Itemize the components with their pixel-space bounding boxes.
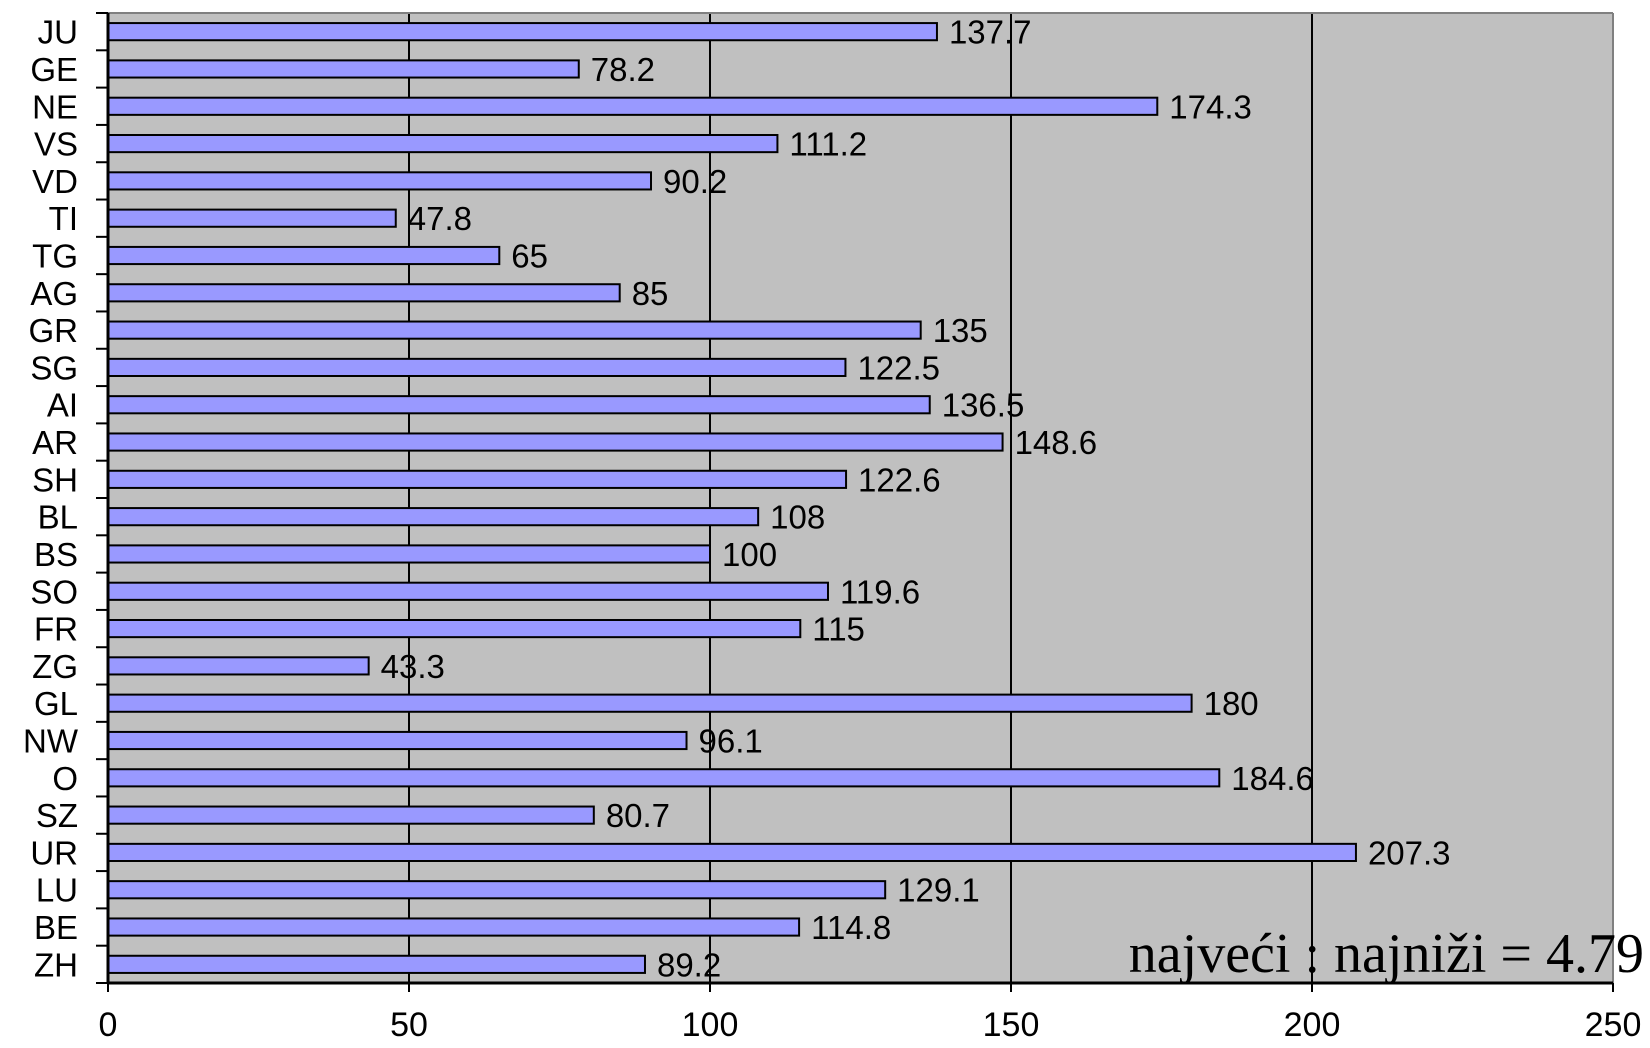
category-label: BS [34,536,78,573]
bar-so [107,581,829,601]
bar-sz [107,805,595,825]
category-label: O [52,760,78,797]
data-label: 80.7 [606,797,670,834]
category-label: SG [30,349,78,386]
data-label: 114.8 [811,909,891,946]
bar-ne [107,96,1159,116]
bar-ti [107,208,397,228]
category-label: JU [38,14,78,51]
data-label: 111.2 [789,126,867,163]
data-label: 96.1 [699,723,763,760]
data-label: 78.2 [591,51,655,88]
bar-ag [107,283,621,303]
x-tick-label: 50 [390,1006,428,1044]
bar-fr [107,618,802,639]
data-label: 119.6 [840,573,920,610]
ratio-annotation: najveći : najniži = 4.79 [1129,923,1644,985]
bar-vs [107,133,779,154]
data-label: 137.7 [949,14,1032,51]
category-label: BE [34,909,78,946]
category-label: AR [32,424,78,461]
data-label: 135 [933,312,988,349]
category-label: VS [34,126,78,163]
data-label: 122.5 [857,349,940,386]
category-label: NE [32,88,78,125]
category-label: SO [30,573,78,610]
category-label: TG [32,238,78,275]
category-label: GL [34,685,78,722]
bar-ar [107,432,1004,452]
bar-zh [107,954,646,974]
axes [96,12,1614,992]
x-tick-label: 150 [983,1006,1040,1044]
category-label: SH [32,461,78,498]
bar-bl [107,507,760,527]
bar-gl [107,693,1193,713]
category-label: TI [49,200,78,237]
bar-lu [107,880,887,900]
bar-vd [107,171,653,191]
data-label: 89.2 [657,946,721,983]
category-label: BL [38,499,78,536]
x-tick-label: 200 [1284,1006,1341,1044]
data-label: 115 [812,611,865,648]
bar-gr [107,320,922,340]
category-label: GR [29,312,79,349]
data-label: 184.6 [1231,760,1314,797]
data-label: 65 [511,238,548,275]
category-label: VD [32,163,78,200]
bar-tg [107,245,501,266]
data-label: 85 [632,275,669,312]
bar-bs [107,544,711,564]
bar-ju [107,22,938,42]
category-label: NW [23,723,79,760]
data-label: 90.2 [663,163,727,200]
x-tick-label: 0 [99,1006,118,1044]
data-label: 122.6 [858,461,941,498]
category-label: AG [30,275,78,312]
category-label: ZG [32,648,78,685]
bar-ur [107,842,1357,863]
bar-ge [107,59,580,79]
bar-sg [107,357,847,378]
bars [107,22,1357,974]
bar-o [107,768,1221,788]
category-label: UR [30,834,78,871]
category-label: AI [47,387,78,424]
category-label: LU [36,872,78,909]
data-label: 47.8 [408,200,472,237]
category-label: SZ [36,797,78,834]
data-label: 136.5 [942,387,1025,424]
x-tick-label: 250 [1585,1006,1642,1044]
data-label: 148.6 [1015,424,1098,461]
data-label: 180 [1204,685,1259,722]
bar-zg [107,656,370,676]
data-label: 129.1 [897,872,980,909]
data-label: 207.3 [1368,834,1451,871]
bar-nw [107,730,688,751]
bar-be [107,917,801,937]
data-label: 43.3 [381,648,445,685]
category-label: GE [30,51,78,88]
x-tick-label: 100 [682,1006,739,1044]
bar-sh [107,469,848,489]
labels: 0 50 100 150 200 250 JU 137.7 GE 78.2 NE 174.3 VS 111… [23,14,1641,1044]
data-label: 108 [770,499,825,536]
category-label: ZH [34,946,78,983]
category-label: FR [34,611,78,648]
data-label: 100 [722,536,777,573]
bar-ai [107,395,931,415]
data-label: 174.3 [1169,88,1252,125]
